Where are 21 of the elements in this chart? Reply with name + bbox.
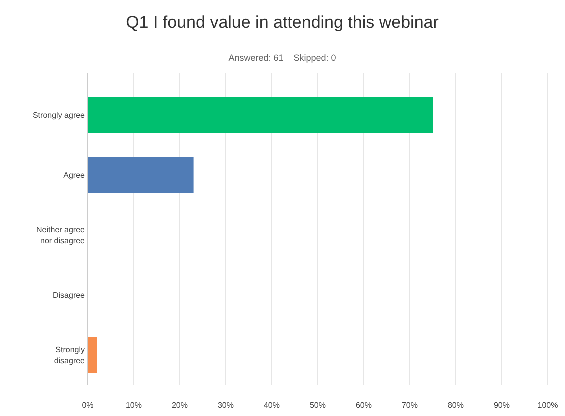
x-tick-label: 100% (538, 401, 558, 410)
x-tick-label: 20% (172, 401, 188, 410)
x-tick-label: 90% (494, 401, 510, 410)
bar (88, 97, 433, 133)
y-tick-label: Disagree (52, 291, 86, 300)
x-tick-label: 30% (218, 401, 234, 410)
y-tick-label: Strongly agree (32, 111, 86, 120)
x-tick-label: 10% (126, 401, 142, 410)
x-tick-label: 60% (356, 401, 372, 410)
chart-title: Q1 I found value in attending this webinar (126, 13, 440, 32)
y-tick-label: Agree (64, 171, 86, 180)
x-tick-label: 80% (448, 401, 464, 410)
y-tick-label: Neither agree nor disagree (36, 226, 86, 246)
bar (88, 157, 194, 193)
x-tick-label: 70% (402, 401, 418, 410)
y-tick-label: Strongly disagree (54, 346, 86, 366)
x-tick-label: 50% (310, 401, 326, 410)
x-tick-label: 40% (264, 401, 280, 410)
x-tick-label: 0% (82, 401, 94, 410)
chart-subtitle: Answered: 61 Skipped: 0 (228, 53, 336, 63)
bar (88, 337, 98, 373)
